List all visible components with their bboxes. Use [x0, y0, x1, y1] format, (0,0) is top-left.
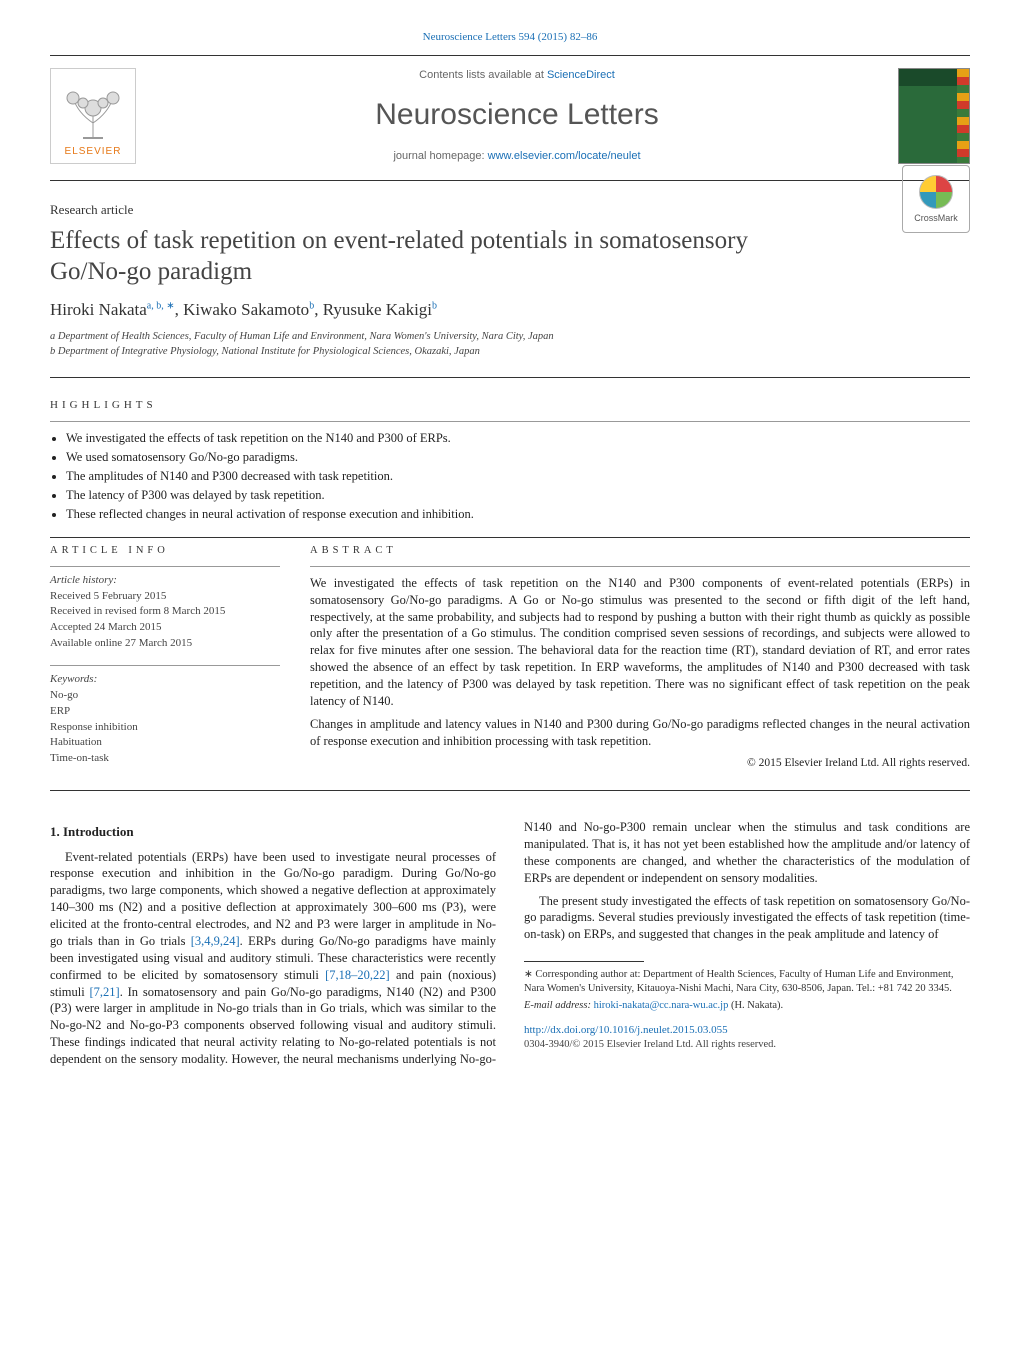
keyword: ERP [50, 704, 280, 719]
rule-info [50, 566, 280, 567]
keyword: Time-on-task [50, 751, 280, 766]
affiliation-b: b Department of Integrative Physiology, … [50, 345, 970, 359]
running-head-citation: Neuroscience Letters 594 (2015) 82–86 [50, 30, 970, 45]
info-abstract-row: article info Article history: Received 5… [50, 544, 970, 780]
article-info-heading: article info [50, 544, 280, 558]
rule-top [50, 55, 970, 56]
abstract-copyright: © 2015 Elsevier Ireland Ltd. All rights … [310, 756, 970, 772]
corresponding-author-note: ∗ Corresponding author at: Department of… [524, 968, 970, 996]
publisher-logo: ELSEVIER [50, 68, 136, 164]
article-history: Article history: Received 5 February 201… [50, 573, 280, 651]
journal-title: Neuroscience Letters [154, 95, 880, 136]
history-online: Available online 27 March 2015 [50, 636, 280, 651]
keyword: Habituation [50, 735, 280, 750]
publisher-name: ELSEVIER [65, 145, 122, 159]
cover-stripe [957, 69, 969, 163]
footnotes: ∗ Corresponding author at: Department of… [524, 968, 970, 1013]
rule-under-highlights-heading [50, 421, 970, 422]
email-label: E-mail address: [524, 1000, 594, 1011]
elsevier-tree-icon [58, 83, 128, 143]
author-1-affil-sup: a, b, ∗ [147, 300, 175, 311]
keyword: Response inhibition [50, 720, 280, 735]
homepage-prefix: journal homepage: [393, 150, 487, 162]
highlights-heading: highlights [50, 398, 970, 413]
affiliation-a: a Department of Health Sciences, Faculty… [50, 330, 970, 344]
journal-cover-thumbnail [898, 68, 970, 164]
journal-homepage-line: journal homepage: www.elsevier.com/locat… [154, 149, 880, 164]
keyword: No-go [50, 688, 280, 703]
doi-line: http://dx.doi.org/10.1016/j.neulet.2015.… [524, 1023, 970, 1038]
intro-paragraph-2: The present study investigated the effec… [524, 893, 970, 944]
article-info-column: article info Article history: Received 5… [50, 544, 280, 780]
highlight-item: The amplitudes of N140 and P300 decrease… [66, 468, 970, 485]
keywords-label: Keywords: [50, 672, 280, 687]
author-1: Hiroki Nakata [50, 300, 147, 319]
body-two-column: 1. Introduction Event-related potentials… [50, 819, 970, 1068]
abstract-p1: We investigated the effects of task repe… [310, 575, 970, 710]
email-line: E-mail address: hiroki-nakata@cc.nara-wu… [524, 999, 970, 1013]
rule-keywords [50, 665, 280, 666]
abstract-column: abstract We investigated the effects of … [310, 544, 970, 780]
journal-homepage-link[interactable]: www.elsevier.com/locate/neulet [488, 150, 641, 162]
abstract-text: We investigated the effects of task repe… [310, 575, 970, 771]
highlight-item: The latency of P300 was delayed by task … [66, 487, 970, 504]
article-type: Research article [50, 201, 970, 219]
contents-prefix: Contents lists available at [419, 69, 547, 81]
crossmark-icon [918, 174, 954, 210]
rule-abstract [310, 566, 970, 567]
rule-above-info [50, 537, 970, 538]
rule-above-highlights [50, 377, 970, 378]
masthead: ELSEVIER Contents lists available at Sci… [50, 62, 970, 174]
author-list: Hiroki Nakataa, b, ∗, Kiwako Sakamoto b, … [50, 299, 970, 322]
history-received: Received 5 February 2015 [50, 589, 280, 604]
author-3-affil-sup: b [432, 300, 437, 311]
citation-link[interactable]: Neuroscience Letters 594 (2015) 82–86 [423, 31, 598, 43]
footnote-separator [524, 961, 644, 962]
highlight-item: These reflected changes in neural activa… [66, 506, 970, 523]
section-heading-intro: 1. Introduction [50, 823, 496, 841]
highlights-list: We investigated the effects of task repe… [50, 430, 970, 522]
abstract-heading: abstract [310, 544, 970, 558]
history-accepted: Accepted 24 March 2015 [50, 620, 280, 635]
history-label: Article history: [50, 573, 280, 588]
history-revised: Received in revised form 8 March 2015 [50, 604, 280, 619]
issn-copyright-line: 0304-3940/© 2015 Elsevier Ireland Ltd. A… [524, 1038, 970, 1052]
citation-ref-link[interactable]: [7,21] [90, 985, 120, 999]
contents-available-line: Contents lists available at ScienceDirec… [154, 68, 880, 83]
masthead-center: Contents lists available at ScienceDirec… [154, 68, 880, 164]
highlight-item: We used somatosensory Go/No-go paradigms… [66, 449, 970, 466]
highlight-item: We investigated the effects of task repe… [66, 430, 970, 447]
email-attribution: (H. Nakata). [728, 1000, 783, 1011]
citation-ref-link[interactable]: [7,18–20,22] [325, 968, 390, 982]
corresponding-email-link[interactable]: hiroki-nakata@cc.nara-wu.ac.jp [594, 1000, 729, 1011]
keywords-block: Keywords: No-go ERP Response inhibition … [50, 672, 280, 766]
article-title: Effects of task repetition on event-rela… [50, 225, 810, 288]
rule-below-abstract [50, 790, 970, 791]
author-2: , Kiwako Sakamoto [175, 300, 310, 319]
citation-ref-link[interactable]: [3,4,9,24] [191, 934, 240, 948]
abstract-p2: Changes in amplitude and latency values … [310, 716, 970, 750]
rule-below-masthead [50, 180, 970, 181]
doi-link[interactable]: http://dx.doi.org/10.1016/j.neulet.2015.… [524, 1024, 728, 1036]
crossmark-label: CrossMark [914, 212, 958, 224]
crossmark-badge[interactable]: CrossMark [902, 165, 970, 233]
author-3: , Ryusuke Kakigi [314, 300, 432, 319]
sciencedirect-link[interactable]: ScienceDirect [547, 69, 615, 81]
